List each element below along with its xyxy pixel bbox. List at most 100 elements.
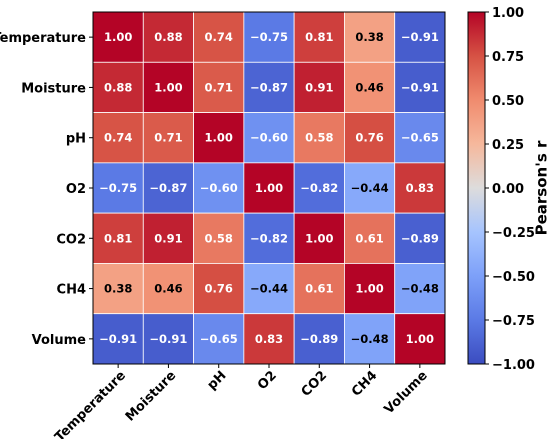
- heatmap-cell: [142, 11, 194, 63]
- column-label: Volume: [382, 368, 431, 417]
- cell-value-label: −0.82: [300, 181, 338, 195]
- heatmap-cell: [394, 263, 446, 315]
- cell-value-label: 0.81: [305, 30, 333, 44]
- heatmap-cell: [193, 313, 245, 365]
- heatmap-cell: [243, 162, 295, 214]
- row-tick-labels: Temperature Moisture pH O2 CO2 CH4 Volume: [0, 31, 93, 348]
- cell-value-label: 0.88: [104, 80, 132, 94]
- heatmap-cell: [92, 313, 144, 365]
- cell-value-label: −0.87: [250, 80, 288, 94]
- heatmap-cell: [92, 162, 144, 214]
- colorbar-ticks: 1.00 0.75 0.50 0.25 0.00 −0.25 −0.50 −0.75 −1.00: [485, 6, 535, 373]
- cell-value-label: −0.75: [99, 181, 137, 195]
- colorbar-tick-label: 0.00: [492, 182, 524, 197]
- cell-value-label: −0.75: [250, 30, 288, 44]
- column-label: CH4: [349, 368, 380, 399]
- column-label: CO2: [299, 368, 331, 400]
- cell-value-label: −0.60: [250, 131, 288, 145]
- cell-value-label: 0.46: [355, 80, 383, 94]
- heatmap-cell: [243, 11, 295, 63]
- colorbar-tick-label: −0.75: [492, 314, 535, 329]
- colorbar-tick-label: −0.50: [492, 270, 535, 285]
- cell-value-label: 0.76: [205, 282, 233, 296]
- heatmap-cell: [293, 61, 345, 113]
- heatmap-cell: [142, 263, 194, 315]
- heatmap-cell: [344, 313, 396, 365]
- cell-value-label: 0.74: [205, 30, 233, 44]
- heatmap-cells: [92, 11, 446, 365]
- cell-value-label: 0.61: [305, 282, 333, 296]
- cell-value-label: 0.91: [154, 231, 182, 245]
- cell-value-label: 0.74: [104, 131, 132, 145]
- colorbar: 1.00 0.75 0.50 0.25 0.00 −0.25 −0.50 −0.75 −1.00…: [467, 6, 550, 373]
- heatmap-cell: [394, 162, 446, 214]
- cell-value-label: 0.61: [355, 231, 383, 245]
- heatmap-cell: [243, 112, 295, 164]
- cell-value-label: 0.83: [406, 181, 434, 195]
- heatmap-cell: [193, 212, 245, 264]
- heatmap-cell: [293, 112, 345, 164]
- column-label: Moisture: [123, 368, 180, 425]
- heatmap-cell: [344, 11, 396, 63]
- cell-value-label: 1.00: [255, 181, 283, 195]
- cell-value-label: −0.91: [99, 332, 137, 346]
- heatmap-cell: [394, 112, 446, 164]
- cell-value-label: 0.81: [104, 231, 132, 245]
- row-label: O2: [66, 182, 86, 197]
- cell-value-label: 0.83: [255, 332, 283, 346]
- cell-value-label: −0.60: [200, 181, 238, 195]
- colorbar-gradient: [467, 11, 486, 365]
- heatmap-cell: [344, 112, 396, 164]
- cell-value-label: 0.71: [205, 80, 233, 94]
- colorbar-label: Pearson's r: [533, 140, 550, 235]
- cell-value-label: −0.89: [401, 231, 439, 245]
- column-label: pH: [205, 368, 230, 393]
- cell-value-label: −0.44: [351, 181, 389, 195]
- heatmap-cell: [394, 61, 446, 113]
- cell-value-label: −0.91: [401, 80, 439, 94]
- heatmap-cell: [92, 263, 144, 315]
- heatmap-cell: [243, 313, 295, 365]
- cell-value-label: 0.88: [154, 30, 182, 44]
- cell-value-label: 0.58: [305, 131, 333, 145]
- cell-value-label: 0.46: [154, 282, 182, 296]
- cell-value-label: −0.91: [149, 332, 187, 346]
- heatmap-cell: [193, 61, 245, 113]
- row-label: CO2: [56, 232, 86, 247]
- heatmap-cell: [142, 162, 194, 214]
- cell-value-label: 0.38: [104, 282, 132, 296]
- heatmap-cell: [293, 263, 345, 315]
- colorbar-tick-label: 0.75: [492, 50, 524, 65]
- heatmap-cell: [293, 313, 345, 365]
- cell-value-label: 1.00: [205, 131, 233, 145]
- cell-value-label: 0.91: [305, 80, 333, 94]
- cell-value-label: 0.58: [205, 231, 233, 245]
- cell-value-label: −0.44: [250, 282, 288, 296]
- heatmap-cell: [193, 112, 245, 164]
- column-label: O2: [255, 368, 280, 393]
- cell-value-label: 0.38: [355, 30, 383, 44]
- row-label: Volume: [32, 333, 87, 348]
- cell-value-label: −0.48: [401, 282, 439, 296]
- cell-value-label: 1.00: [355, 282, 383, 296]
- cell-value-label: −0.87: [149, 181, 187, 195]
- row-label: Temperature: [0, 31, 86, 46]
- heatmap-cell: [92, 212, 144, 264]
- cell-value-label: −0.48: [351, 332, 389, 346]
- row-label: pH: [66, 132, 86, 147]
- cell-value-label: −0.65: [200, 332, 238, 346]
- cell-value-label: 1.00: [305, 231, 333, 245]
- colorbar-tick-label: −1.00: [492, 358, 535, 373]
- cell-value-label: −0.91: [401, 30, 439, 44]
- cell-value-label: 0.76: [355, 131, 383, 145]
- heatmap-cell: [142, 112, 194, 164]
- cell-value-label: 1.00: [104, 30, 132, 44]
- cell-value-label: 1.00: [154, 80, 182, 94]
- colorbar-tick-label: 0.25: [492, 138, 524, 153]
- colorbar-tick-label: 0.50: [492, 94, 524, 109]
- heatmap-cell: [344, 162, 396, 214]
- heatmap-value-labels: 1.00 0.88 0.74 −0.75 0.81 0.38 −0.91 0.88 1.00 0.…: [99, 30, 439, 346]
- colorbar-tick-label: −0.25: [492, 226, 535, 241]
